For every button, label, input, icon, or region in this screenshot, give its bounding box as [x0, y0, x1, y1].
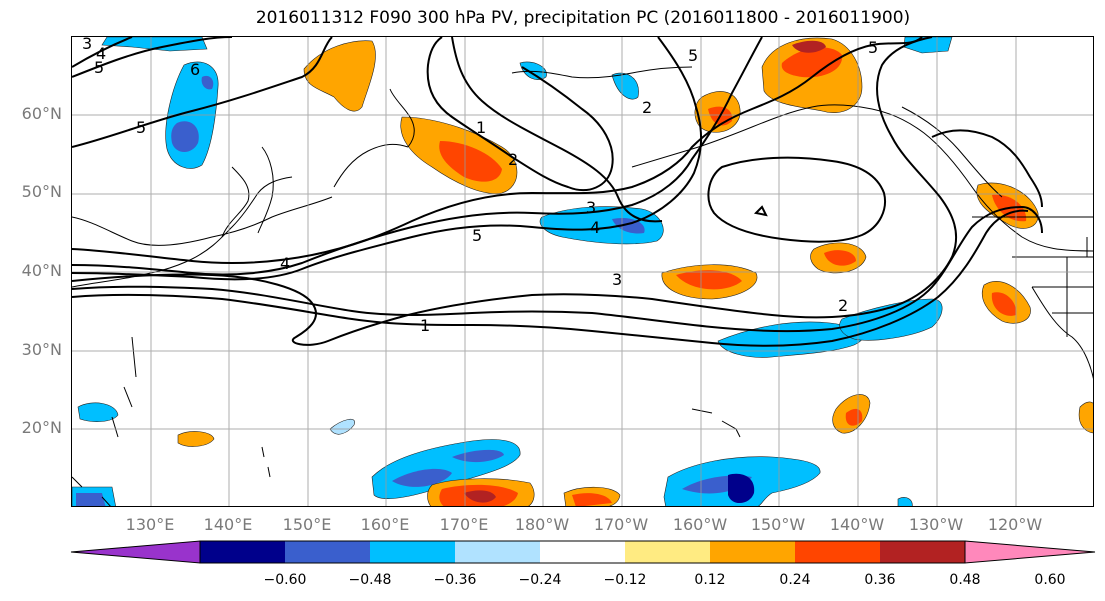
colorbar-tick-label: 0.48 — [949, 572, 981, 588]
colorbar-tick-label: 0.60 — [1034, 572, 1066, 588]
coastlines — [72, 66, 1093, 506]
lon-label-140e: 140°E — [203, 515, 253, 534]
lon-label-150w: 150°W — [750, 515, 806, 534]
lon-label-170e: 170°E — [439, 515, 489, 534]
map-canvas: 3 4 5 6 5 1 2 3 4 5 4 3 1 5 2 5 2 — [72, 37, 1093, 506]
colorbar-segment — [285, 541, 371, 563]
lat-label-30n: 30°N — [21, 340, 62, 359]
lon-label-130e: 130°E — [125, 515, 175, 534]
map-title: 2016011312 F090 300 hPa PV, precipitatio… — [255, 8, 911, 28]
contour-label: 3 — [82, 37, 92, 53]
contour-label: 4 — [280, 254, 290, 273]
lon-label-160w: 160°W — [672, 515, 728, 534]
colorbar-tick-label: −0.48 — [348, 572, 392, 588]
contour-label: 5 — [136, 118, 146, 137]
lat-label-60n: 60°N — [21, 104, 62, 123]
colorbar-extend-low — [70, 540, 201, 564]
contour-label: 2 — [508, 150, 518, 169]
colorbar-tick-label: −0.60 — [263, 572, 307, 588]
lon-label-170w: 170°W — [593, 515, 649, 534]
contour-label: 3 — [586, 198, 596, 217]
contour-labels: 3 4 5 6 5 1 2 3 4 5 4 3 1 5 2 5 2 — [82, 37, 878, 335]
colorbar-segment — [880, 541, 966, 563]
lon-label-120w: 120°W — [987, 515, 1043, 534]
colorbar-tick-label: 0.36 — [864, 572, 896, 588]
contour-label: 3 — [612, 270, 622, 289]
colorbar-segment — [795, 541, 881, 563]
colorbar-segment — [370, 541, 456, 563]
contour-label: 4 — [590, 218, 600, 237]
colorbar-segment — [540, 541, 626, 563]
gridlines — [72, 37, 1093, 506]
colorbar-tick-label: −0.12 — [603, 572, 647, 588]
colorbar-segment — [710, 541, 796, 563]
colorbar-svg — [70, 540, 1096, 564]
colorbar-tick-label: −0.36 — [433, 572, 477, 588]
contour-label: 2 — [642, 98, 652, 117]
contour-label: 5 — [868, 38, 878, 57]
contour-label: 5 — [94, 58, 104, 77]
lon-label-150e: 150°E — [282, 515, 332, 534]
pv-contours — [72, 37, 1043, 347]
colorbar-segment — [200, 541, 286, 563]
lon-label-180w: 180°W — [514, 515, 570, 534]
contour-label: 4 — [96, 44, 106, 63]
lon-label-160e: 160°E — [360, 515, 410, 534]
colorbar-extend-high — [964, 540, 1096, 564]
contour-label: 1 — [420, 316, 430, 335]
lat-label-40n: 40°N — [21, 261, 62, 280]
contour-label: 2 — [838, 296, 848, 315]
colorbar-tick-label: −0.24 — [518, 572, 562, 588]
map-panel: 3 4 5 6 5 1 2 3 4 5 4 3 1 5 2 5 2 — [71, 36, 1094, 507]
contour-label: 6 — [190, 60, 200, 79]
lon-label-140w: 140°W — [829, 515, 885, 534]
colorbar-tick-label: 0.12 — [694, 572, 726, 588]
colorbar-segment — [625, 541, 711, 563]
colorbar-outline — [199, 540, 966, 564]
contour-label: 1 — [476, 118, 486, 137]
lon-label-130w: 130°W — [908, 515, 964, 534]
lat-label-20n: 20°N — [21, 418, 62, 437]
colorbar-segment — [455, 541, 541, 563]
colorbar-tick-label: 0.24 — [779, 572, 811, 588]
lat-label-50n: 50°N — [21, 182, 62, 201]
contour-label: 5 — [472, 226, 482, 245]
colorbar — [70, 540, 1096, 564]
contour-label: 5 — [688, 46, 698, 65]
